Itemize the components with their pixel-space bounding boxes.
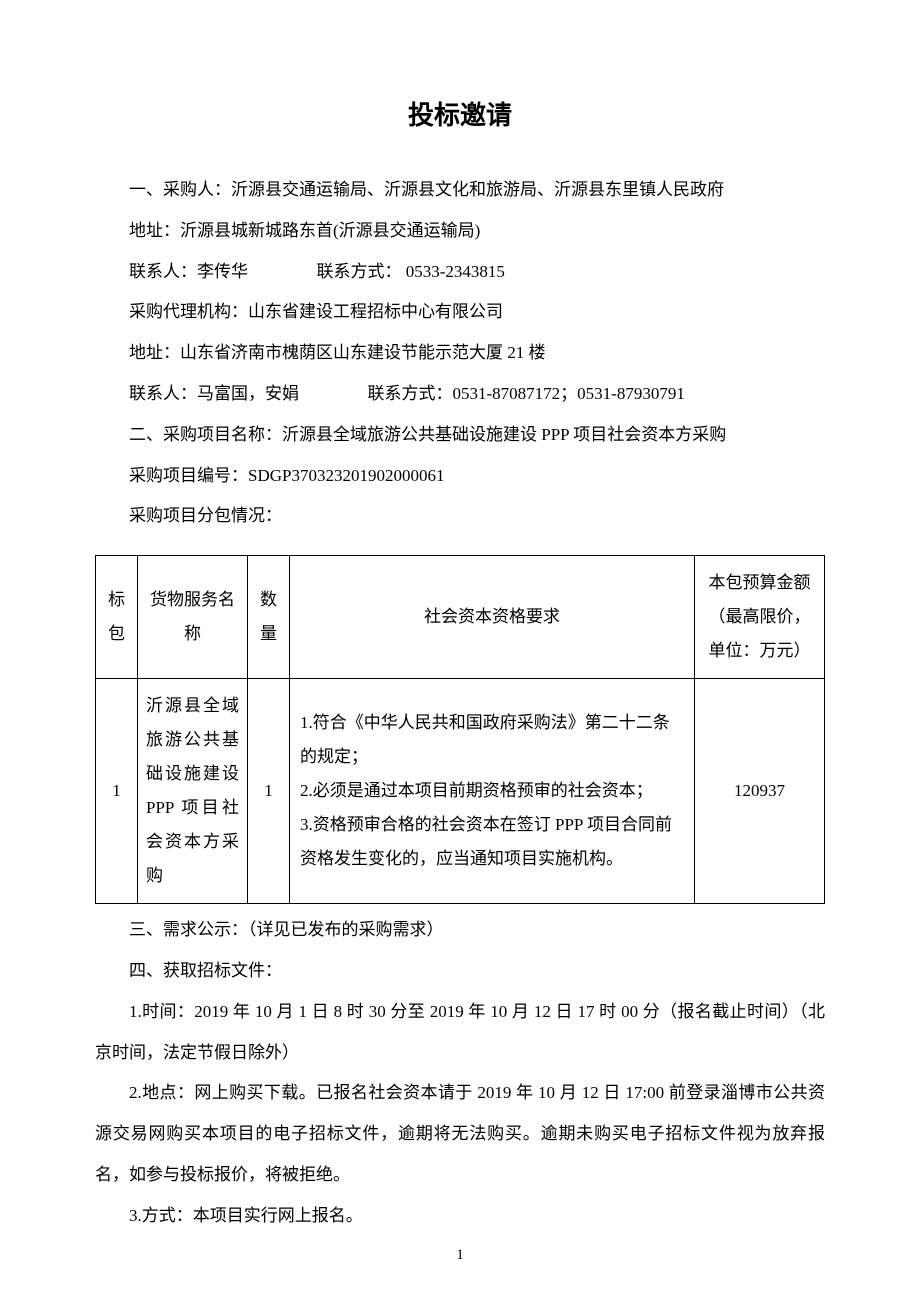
th-req: 社会资本资格要求 <box>290 556 695 679</box>
th-budget: 本包预算金额（最高限价，单位：万元） <box>695 556 825 679</box>
contact1-name: 联系人：李传华 <box>129 262 248 281</box>
th-pkg: 标包 <box>96 556 138 679</box>
section2-project-code: 采购项目编号：SDGP370323201902000061 <box>95 456 825 497</box>
table-row: 1 沂源县全域旅游公共基础设施建设 PPP 项目社会资本方采购 1 1.符合《中… <box>96 679 825 904</box>
section2-pkg-intro: 采购项目分包情况： <box>95 496 825 537</box>
contact1-method: 联系方式： 0533-2343815 <box>317 262 505 281</box>
th-svcname: 货物服务名称 <box>138 556 248 679</box>
section1-contact1: 联系人：李传华 联系方式： 0533-2343815 <box>95 252 825 293</box>
section2-project-name: 二、采购项目名称：沂源县全域旅游公共基础设施建设 PPP 项目社会资本方采购 <box>95 415 825 456</box>
td-svcname: 沂源县全域旅游公共基础设施建设 PPP 项目社会资本方采购 <box>138 679 248 904</box>
td-req: 1.符合《中华人民共和国政府采购法》第二十二条的规定；2.必须是通过本项目前期资… <box>290 679 695 904</box>
section3: 三、需求公示：（详见已发布的采购需求） <box>95 910 825 951</box>
table-header-row: 标包 货物服务名称 数量 社会资本资格要求 本包预算金额（最高限价，单位：万元） <box>96 556 825 679</box>
td-pkg: 1 <box>96 679 138 904</box>
page-number: 1 <box>0 1247 920 1264</box>
contact2-name: 联系人：马富国，安娟 <box>129 384 299 403</box>
contact2-method: 联系方式：0531-87087172；0531-87930791 <box>368 384 685 403</box>
section4-item2: 2.地点：网上购买下载。已报名社会资本请于 2019 年 10 月 12 日 1… <box>95 1073 825 1195</box>
td-budget: 120937 <box>695 679 825 904</box>
section4-item1: 1.时间：2019 年 10 月 1 日 8 时 30 分至 2019 年 10… <box>95 992 825 1074</box>
td-qty: 1 <box>248 679 290 904</box>
section4-heading: 四、获取招标文件： <box>95 951 825 992</box>
section4-item3: 3.方式：本项目实行网上报名。 <box>95 1196 825 1237</box>
section1-buyer: 一、采购人：沂源县交通运输局、沂源县文化和旅游局、沂源县东里镇人民政府 <box>95 170 825 211</box>
th-qty: 数量 <box>248 556 290 679</box>
section1-address2: 地址：山东省济南市槐荫区山东建设节能示范大厦 21 楼 <box>95 333 825 374</box>
section1-agency: 采购代理机构：山东省建设工程招标中心有限公司 <box>95 292 825 333</box>
document-title: 投标邀请 <box>95 95 825 132</box>
section1-contact2: 联系人：马富国，安娟 联系方式：0531-87087172；0531-87930… <box>95 374 825 415</box>
section1-address1: 地址：沂源县城新城路东首(沂源县交通运输局) <box>95 211 825 252</box>
package-table: 标包 货物服务名称 数量 社会资本资格要求 本包预算金额（最高限价，单位：万元）… <box>95 555 825 904</box>
